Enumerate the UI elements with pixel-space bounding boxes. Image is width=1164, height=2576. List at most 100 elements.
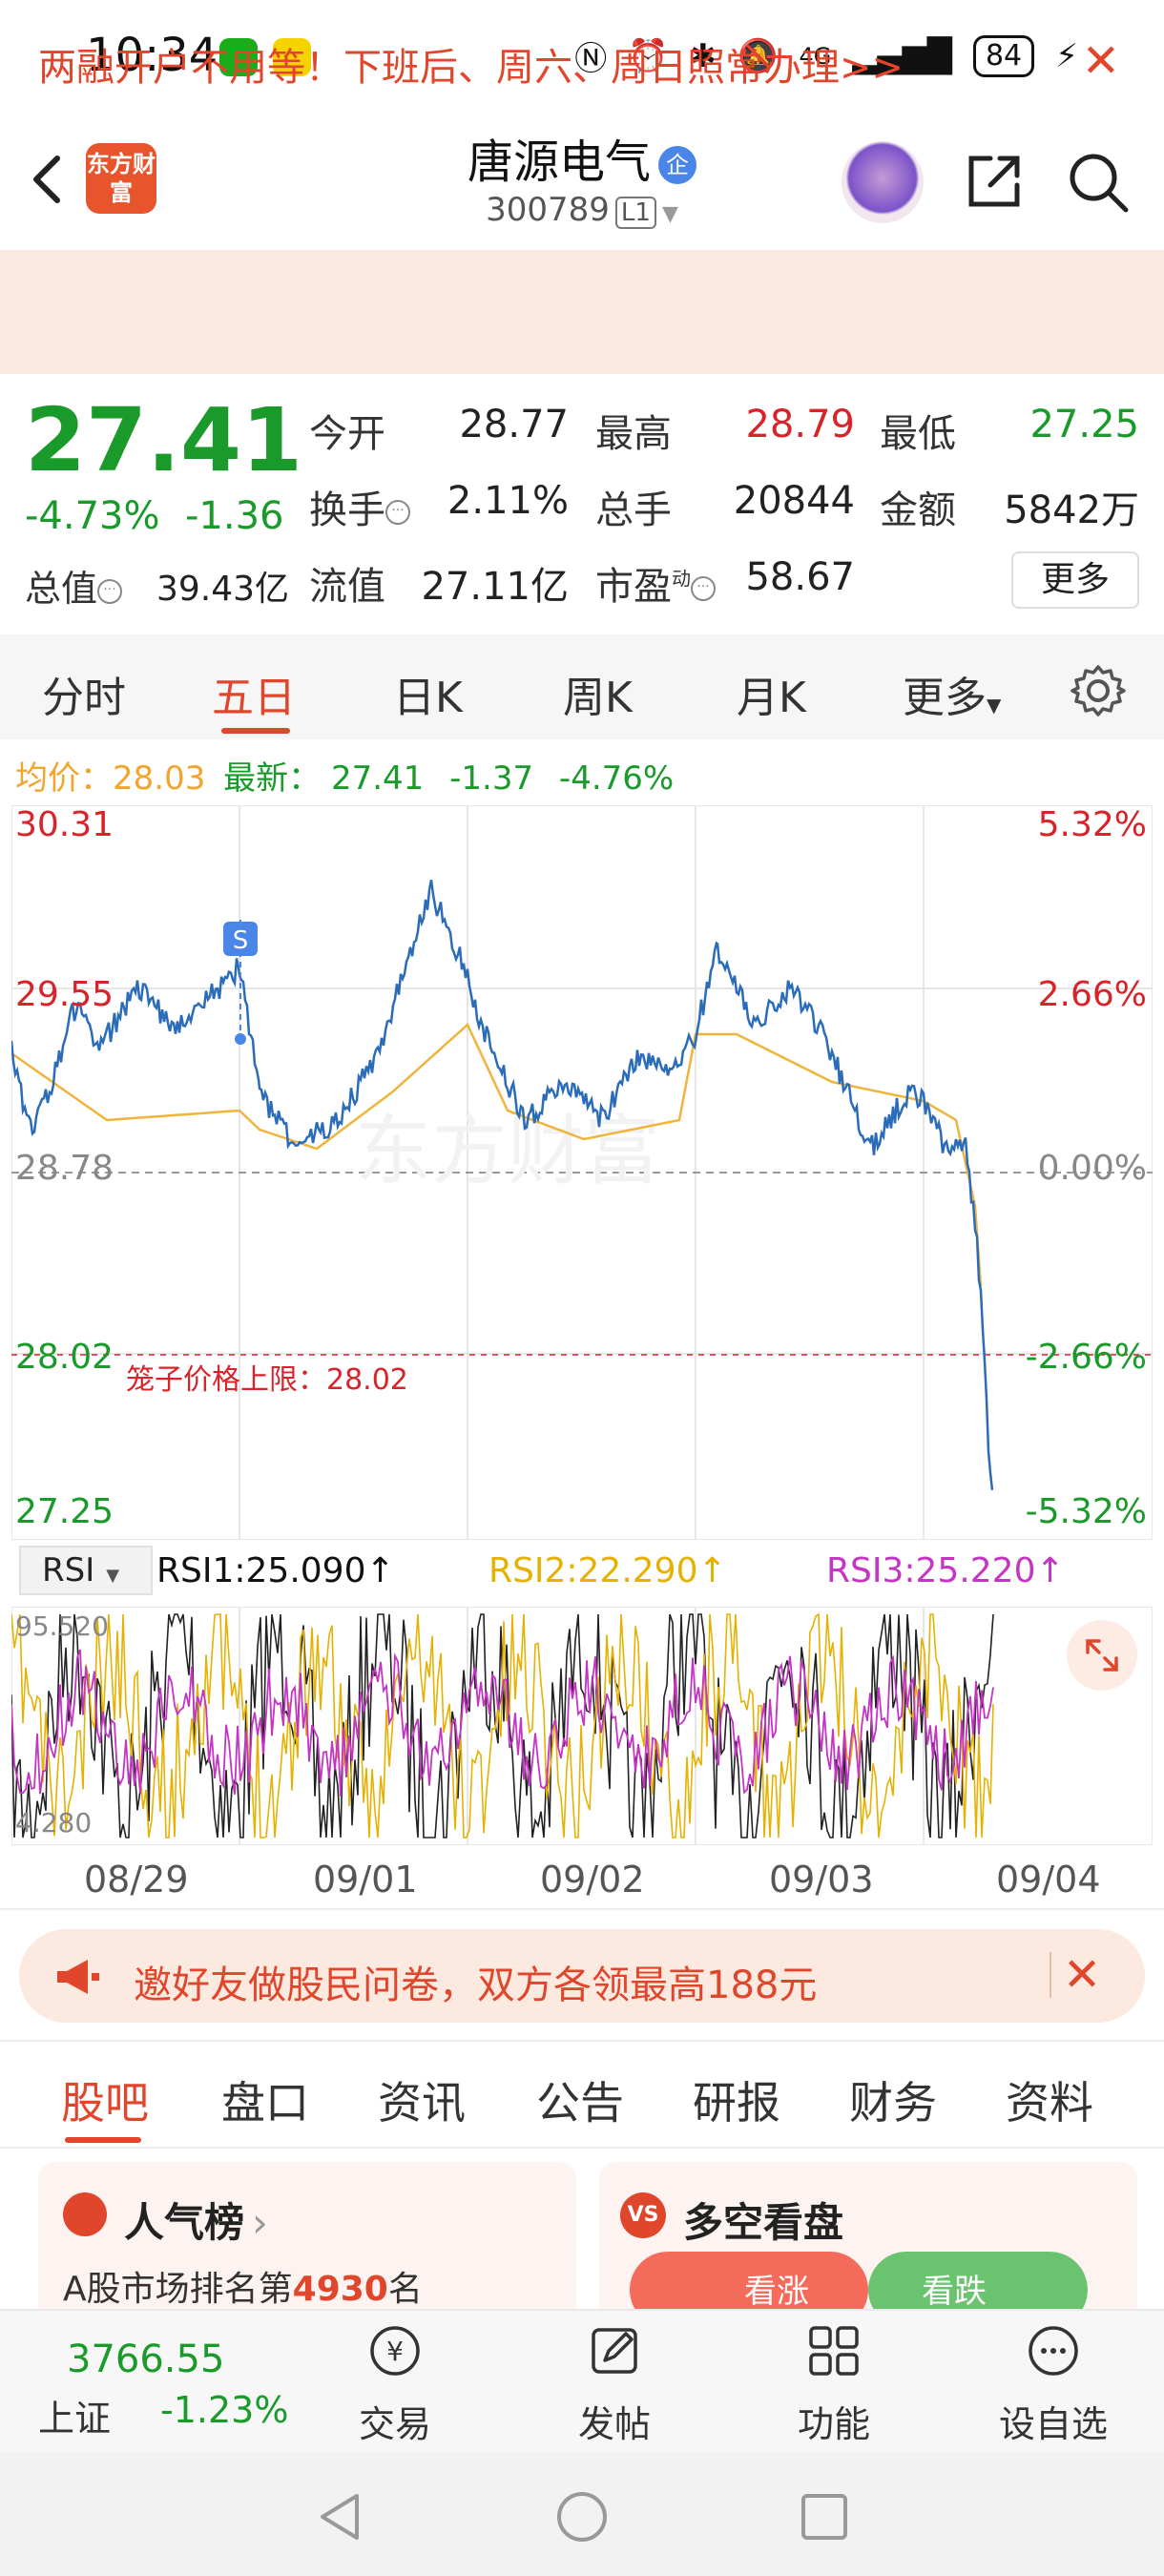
tab-profile[interactable]: 资料 [1006,2077,1093,2129]
info-icon[interactable]: ··· [691,576,716,601]
indicator-select[interactable]: RSI ▼ [19,1546,153,1595]
info-icon[interactable]: ··· [97,578,123,604]
post-label: 发帖 [577,2403,651,2445]
amount-value: 5842万 [1004,488,1139,532]
divider [0,1908,1164,1910]
change-amount: -1.36 [185,494,284,538]
turnover-label: 换手 ··· [309,479,410,534]
close-icon[interactable]: ✕ [1081,34,1120,88]
index-name[interactable]: 上证 [38,2398,112,2440]
axis-left-min: 27.25 [15,1492,114,1531]
tab-five-day[interactable]: 五日 [212,674,296,722]
nav-recent-icon[interactable] [800,2492,849,2542]
tab-financials[interactable]: 财务 [849,2077,937,2129]
active-tab-indicator [65,2137,141,2143]
open-label: 今开 [309,412,385,456]
gear-icon[interactable] [1070,663,1126,718]
close-icon[interactable]: ✕ [1063,1948,1102,2002]
signal-icon: ▂▄▆█ [852,36,952,75]
app-logo: 东方财富 [86,143,156,214]
svg-text:¥: ¥ [386,2336,404,2367]
price-line [11,880,994,1490]
tab-monthly-k[interactable]: 月K [737,674,806,722]
expand-icon[interactable] [1067,1620,1137,1691]
stock-code: 300789 [486,191,610,229]
chevron-right-icon: › [252,2199,268,2246]
nav-home-icon[interactable] [555,2490,609,2544]
date-label: 08/29 [84,1859,189,1901]
date-label: 09/03 [769,1859,874,1901]
low-label: 最低 [880,412,956,456]
current-price: 27.41 [25,389,303,491]
turnover-value: 2.11% [447,479,569,523]
axis-left-upper: 29.55 [15,975,114,1014]
high-value: 28.79 [745,403,855,447]
grid-icon [809,2326,859,2376]
tab-research[interactable]: 研报 [693,2077,780,2129]
nfc-icon: Ⓝ [574,40,608,78]
popularity-title[interactable]: 人气榜 › [124,2199,268,2246]
watchlist-button[interactable]: 设自选 [987,2322,1120,2447]
function-button[interactable]: 功能 [767,2322,901,2447]
info-icon[interactable]: ··· [385,500,410,525]
axis-right-max: 5.32% [1038,805,1147,844]
ai-assistant-icon[interactable] [842,141,924,223]
rsi-chart[interactable]: 95.520 4.280 [11,1607,1153,1845]
bear-label: 看跌 [922,2273,987,2311]
mute-icon: 🔕 [738,36,779,75]
dropdown-icon: ▼ [987,694,1002,717]
more-dots-icon [1029,2326,1078,2376]
stock-code-row[interactable]: 300789 L1 ▼ [0,191,1164,229]
tab-weekly-k[interactable]: 周K [563,674,633,722]
chart-tab-bar: 分时 五日 日K 周K 月K 更多▼ [0,634,1164,739]
nav-back-icon[interactable] [315,2490,364,2544]
latest-label: 最新： [223,759,322,798]
dropdown-icon: ▼ [106,1566,120,1586]
rsi3-value: RSI3:25.220↑ [826,1551,1065,1590]
axis-right-upper: 2.66% [1038,975,1147,1014]
index-value[interactable]: 3766.55 [67,2337,225,2381]
megaphone-icon [57,1960,99,1994]
market-cap-value: 39.43亿 [156,570,290,609]
tab-news[interactable]: 资讯 [378,2077,466,2129]
high-label: 最高 [595,412,672,456]
share-icon[interactable] [964,151,1025,212]
low-value: 27.25 [1029,403,1139,447]
avg-price-line [11,1022,983,1287]
tab-announcements[interactable]: 公告 [536,2077,624,2129]
tab-orderbook[interactable]: 盘口 [221,2077,309,2129]
status-time: 10:34 [86,29,218,82]
search-icon[interactable] [1067,151,1130,214]
date-label: 09/04 [996,1859,1101,1901]
index-change[interactable]: -1.23% [160,2389,289,2431]
change-percent: -4.73% [25,494,160,538]
trade-button[interactable]: ¥ 交易 [328,2322,462,2447]
back-icon[interactable] [21,151,78,208]
bottom-bar [0,2309,1164,2452]
post-button[interactable]: 发帖 [548,2322,681,2447]
tab-daily-k[interactable]: 日K [393,674,463,722]
promo-text[interactable]: 两融开户不用等！下班后、周六、周日照常办理>> [38,46,904,90]
watermark: 东方财富 [355,1107,660,1195]
float-cap-label: 流值 [309,565,385,609]
float-cap-value: 27.11亿 [421,565,569,609]
more-button[interactable]: 更多 [1011,551,1139,609]
invite-banner[interactable] [19,1929,1145,2023]
popularity-card[interactable] [38,2162,576,2334]
app-notification-icon [273,38,311,76]
latest-percent: -4.76% [558,759,675,798]
five-day-price-chart[interactable]: 东方财富 S 30.31 29.55 28.78 28.02 27.25 5.3… [11,805,1153,1540]
vs-icon: VS [620,2192,666,2238]
tab-forum[interactable]: 股吧 [61,2077,149,2129]
tab-more[interactable]: 更多▼ [903,674,1002,722]
promo-banner[interactable] [0,250,1164,374]
amount-label: 金额 [880,488,956,532]
bull-label: 看涨 [744,2273,809,2311]
invite-text[interactable]: 邀好友做股民问卷，双方各领最高188元 [134,1963,818,2007]
status-icons: Ⓝ ⏰ ✱ 🔕 4G ▂▄▆█ 84 ⚡ [574,32,1078,79]
tab-intraday[interactable]: 分时 [42,674,126,722]
open-value: 28.77 [459,403,569,447]
s-marker-icon[interactable] [223,922,258,956]
pe-label: 市盈动 ··· [595,555,716,611]
volume-value: 20844 [733,479,855,523]
